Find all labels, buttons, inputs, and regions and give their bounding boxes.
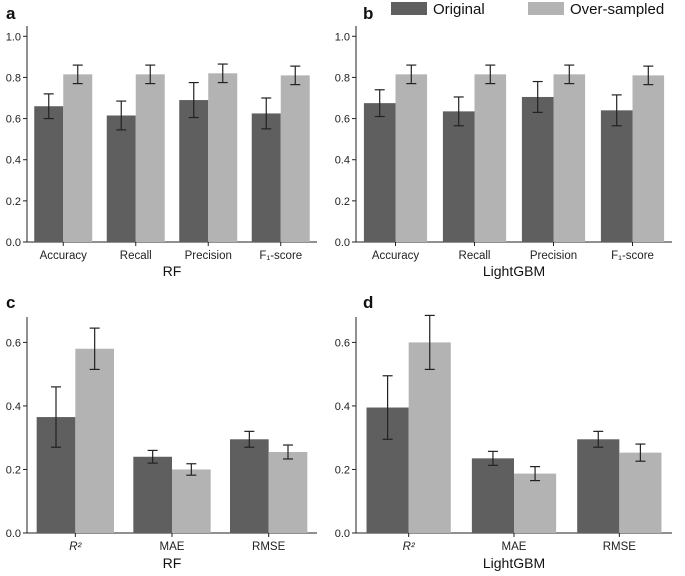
y-tick-label: 0.4 <box>335 155 350 167</box>
y-tick-label: 0.8 <box>335 72 350 84</box>
bar-oversampled <box>514 473 557 533</box>
bar-original <box>471 458 514 533</box>
y-tick-label: 0.0 <box>6 237 21 249</box>
bar-oversampled <box>619 452 662 533</box>
bar-original <box>133 456 172 533</box>
y-tick-label: 1.0 <box>335 31 350 43</box>
legend-label-oversampled: Over-sampled <box>570 1 664 18</box>
bar-oversampled <box>208 73 238 242</box>
x-tick-label: Precision <box>185 250 232 262</box>
panel-c: c 0.0 0.2 0.4 0.6 R² MAE RMSE RF <box>6 293 317 571</box>
panel-letter-c: c <box>6 293 15 312</box>
legend: Original Over-sampled <box>391 1 664 18</box>
x-tick-label: Precision <box>530 250 577 262</box>
bar-original <box>521 96 554 242</box>
bar-oversampled <box>75 348 114 533</box>
bar-original <box>34 106 64 242</box>
x-tick-label: Recall <box>120 250 152 262</box>
x-axis-label: RF <box>163 263 182 279</box>
y-tick-label: 0.8 <box>6 72 21 84</box>
y-tick-label: 0.6 <box>6 114 21 126</box>
x-tick-label: Accuracy <box>40 250 88 262</box>
x-tick-label: Accuracy <box>372 250 420 262</box>
panel-a: a 0.0 0.2 0.4 0.6 0.8 1.0 Accuracy Recall Precisi… <box>6 4 317 279</box>
x-tick-label: MAE <box>502 541 527 553</box>
x-tick-label: Recall <box>459 250 491 262</box>
panel-letter-d: d <box>363 293 373 312</box>
y-tick-label: 0.0 <box>6 528 21 540</box>
x-tick-label: R² <box>69 541 82 553</box>
bar-oversampled <box>632 75 665 243</box>
x-tick-label: R² <box>403 541 416 553</box>
bar-original <box>577 439 620 533</box>
x-tick-label: F₁-score <box>611 250 654 262</box>
y-tick-label: 0.6 <box>6 337 21 349</box>
bar-original <box>600 110 633 242</box>
y-tick-label: 0.4 <box>335 401 350 413</box>
bar-oversampled <box>135 74 165 242</box>
bar-oversampled <box>172 469 211 533</box>
y-tick-label: 1.0 <box>6 31 21 43</box>
x-tick-label: MAE <box>160 541 185 553</box>
bar-oversampled <box>280 75 310 243</box>
x-tick-label: RMSE <box>252 541 286 553</box>
bar-oversampled <box>63 74 93 242</box>
bar-original <box>230 439 269 533</box>
legend-swatch-oversampled <box>528 2 564 15</box>
bar-original <box>179 100 209 242</box>
y-tick-label: 0.4 <box>6 155 21 167</box>
legend-swatch-original <box>391 2 427 15</box>
bar-oversampled <box>268 452 308 533</box>
y-tick-label: 0.0 <box>335 237 350 249</box>
y-tick-label: 0.6 <box>335 337 350 349</box>
bar-original <box>106 115 136 242</box>
bar-oversampled <box>395 74 428 242</box>
y-tick-label: 0.6 <box>335 114 350 126</box>
y-tick-label: 0.2 <box>6 196 21 208</box>
panel-d: d 0.0 0.2 0.4 0.6 R² MAE RMSE LightGBM <box>335 293 672 571</box>
y-tick-label: 0.2 <box>6 464 21 476</box>
bar-oversampled <box>474 74 507 242</box>
bar-oversampled <box>553 74 586 242</box>
x-tick-label: F₁-score <box>259 250 302 262</box>
panel-letter-b: b <box>363 4 373 23</box>
panel-b: b 0.0 0.2 0.4 0.6 0.8 1.0 Accuracy Recall Precisi… <box>335 4 672 279</box>
y-tick-label: 0.2 <box>335 196 350 208</box>
x-tick-label: RMSE <box>603 541 637 553</box>
panels: a 0.0 0.2 0.4 0.6 0.8 1.0 Accuracy Recall Precisi… <box>6 4 672 571</box>
x-axis-label: LightGBM <box>483 263 545 279</box>
legend-label-original: Original <box>433 1 485 18</box>
panel-letter-a: a <box>6 4 16 23</box>
bar-oversampled <box>408 342 451 533</box>
y-tick-label: 0.2 <box>335 464 350 476</box>
y-tick-label: 0.4 <box>6 401 21 413</box>
bar-original <box>251 113 281 243</box>
x-axis-label: RF <box>163 555 182 571</box>
x-axis-label: LightGBM <box>483 555 545 571</box>
bar-original <box>442 111 475 243</box>
bar-original <box>363 103 396 242</box>
y-tick-label: 0.0 <box>335 528 350 540</box>
